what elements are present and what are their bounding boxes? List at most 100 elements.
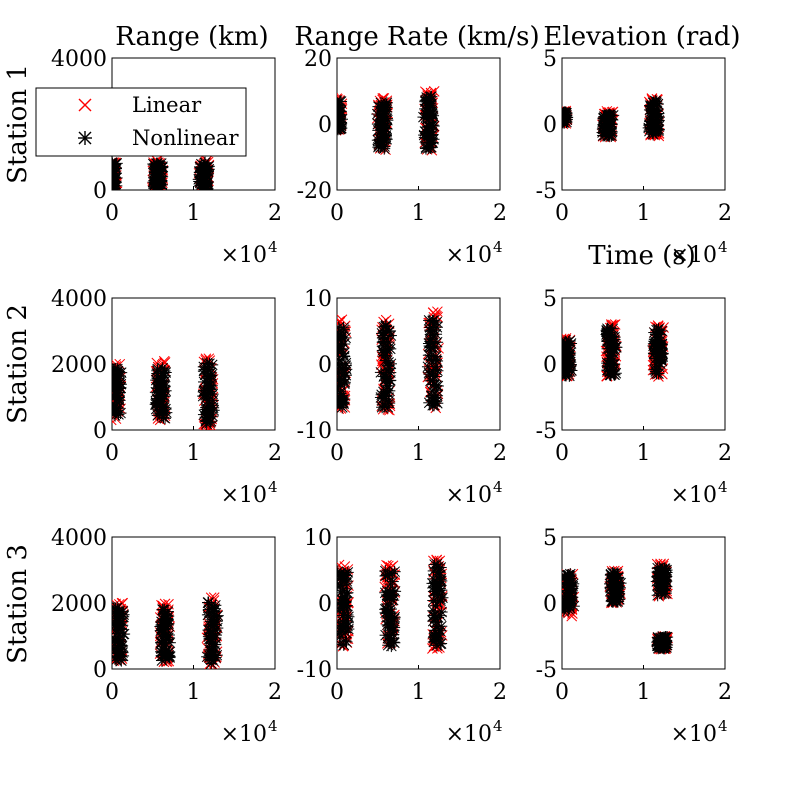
point-nonlinear [205,369,218,382]
x-tick-label: 0 [555,441,569,466]
point-nonlinear [564,568,577,581]
x-tick-label: 0 [105,441,119,466]
x-multiplier: ×10 [446,722,492,747]
y-tick-label: 0 [318,113,332,138]
point-nonlinear [436,591,449,604]
y-tick-label: -10 [297,419,332,444]
y-tick-label: 0 [543,592,557,617]
y-tick-label: 2000 [51,353,107,378]
y-tick-label: 0 [93,419,107,444]
x-multiplier: ×10 [671,722,717,747]
point-nonlinear [567,600,580,613]
subplot-r3-c1: 0 1 2×10 4 0 2000 4000 [51,526,282,747]
point-nonlinear [210,615,223,628]
point-nonlinear [340,575,353,588]
point-nonlinear [431,380,444,393]
axes-box [336,297,501,431]
point-nonlinear [113,370,126,383]
x-tick-label: 2 [493,680,507,705]
point-nonlinear [163,650,176,663]
point-nonlinear [338,393,351,406]
point-nonlinear [652,114,665,127]
y-tick-label: 5 [543,287,557,312]
x-multiplier-exponent: 4 [718,238,728,256]
x-multiplier: ×10 [221,243,267,268]
point-nonlinear [203,379,216,392]
point-nonlinear [435,574,448,587]
point-nonlinear [384,329,397,342]
x-tick-label: 0 [330,680,344,705]
point-nonlinear [115,654,128,667]
x-tick-label: 1 [187,201,201,226]
data-points [337,554,449,654]
x-multiplier: ×10 [671,483,717,508]
axes-box [561,297,726,431]
legend-marker-linear [78,98,92,112]
axes-box [336,57,501,191]
x-multiplier-exponent: 4 [493,238,503,256]
y-tick-label: 10 [304,526,332,551]
point-nonlinear [162,610,175,623]
point-nonlinear [566,591,579,604]
row-label-station-1: Station 1 [3,64,33,184]
point-nonlinear [206,388,219,401]
y-tick-label: 5 [543,47,557,72]
point-nonlinear [379,103,392,116]
point-nonlinear [205,379,218,392]
point-nonlinear [656,338,669,351]
y-tick-label: -5 [536,179,557,204]
point-nonlinear [652,367,665,380]
point-nonlinear [562,111,573,124]
point-nonlinear [158,380,171,393]
point-nonlinear [117,649,130,662]
point-nonlinear [201,175,214,188]
y-tick-label: 10 [304,287,332,312]
x-tick-label: 2 [493,441,507,466]
point-nonlinear [381,114,394,127]
col-title-range: Range (km) [115,22,268,52]
point-nonlinear [337,105,347,118]
x-tick-label: 1 [412,441,426,466]
legend-box [35,87,247,157]
legend-marker-nonlinear [78,131,92,145]
data-points [337,306,444,416]
point-nonlinear [434,561,447,574]
point-nonlinear [114,378,127,391]
x-tick-label: 1 [187,680,201,705]
point-nonlinear [112,167,122,180]
y-tick-label: 0 [93,179,107,204]
point-nonlinear [435,620,448,633]
x-multiplier: ×10 [446,483,492,508]
point-nonlinear [383,362,396,375]
point-nonlinear [431,364,444,377]
point-nonlinear [116,639,129,652]
point-nonlinear [338,377,351,390]
point-nonlinear [341,586,354,599]
axes-box [561,536,726,670]
point-nonlinear [607,109,620,122]
x-tick-label: 1 [412,201,426,226]
point-nonlinear [113,394,126,407]
y-tick-label: 0 [543,113,557,138]
data-points [112,353,220,430]
x-tick-label: 2 [268,201,282,226]
point-nonlinear [114,407,127,420]
point-nonlinear [431,354,444,367]
point-nonlinear [337,95,348,108]
col-title-elevation: Elevation (rad) [543,22,740,52]
subplot-r2-c3: 0 1 2×10 4-505 [536,287,732,508]
point-nonlinear [117,610,130,623]
legend: Linear Nonlinear [35,87,247,157]
x-tick-label: 2 [718,201,732,226]
point-nonlinear [656,347,669,360]
x-multiplier-exponent: 4 [493,717,503,735]
point-nonlinear [338,349,351,362]
x-multiplier-exponent: 4 [268,478,278,496]
point-nonlinear [660,580,673,593]
point-nonlinear [429,340,442,353]
axes-box [111,297,276,431]
y-tick-label: 5 [543,526,557,551]
point-nonlinear [388,565,401,578]
